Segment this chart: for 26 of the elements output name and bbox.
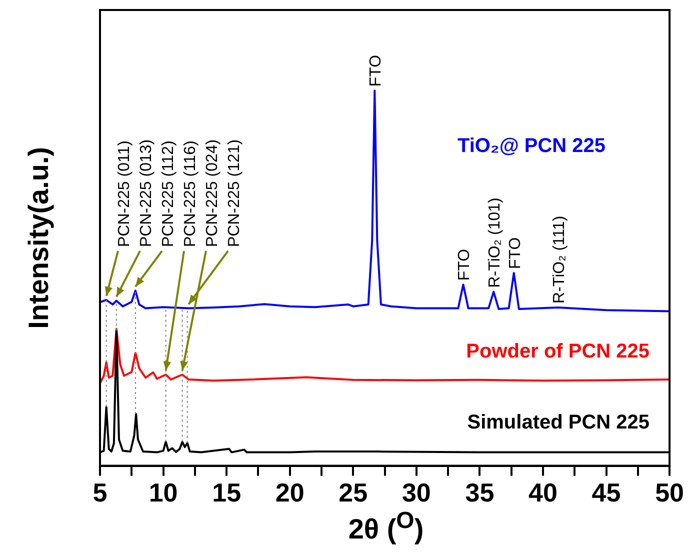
annotation: PCN-225 (116) (182, 140, 199, 247)
x-tick-label: 20 (275, 478, 304, 508)
x-tick-label: 15 (212, 478, 242, 508)
annotation: PCN-225 (121) (226, 139, 243, 247)
annotation: FTO (506, 237, 524, 269)
annotation: FTO (456, 248, 474, 281)
text: TiO₂@ PCN 225 (457, 135, 606, 158)
series-label: Simulated PCN 225 (467, 411, 650, 434)
x-tick-label: 50 (655, 478, 684, 508)
annotation: PCN-225 (024) (204, 139, 221, 247)
annotation: R-TiO₂ (101) (486, 198, 504, 288)
annotation: PCN-225 (013) (138, 139, 155, 247)
x-axis-title: 2θ ($^{O}$) (347, 507, 425, 546)
annotation: PCN-225 (112) (160, 140, 177, 247)
y-axis-title: Intensity(a.u.) (23, 146, 54, 329)
annotation: FTO (368, 54, 385, 87)
x-tick-label: 25 (338, 478, 368, 508)
x-tick-label: 45 (592, 478, 621, 508)
x-tick-label: 30 (402, 478, 431, 508)
x-tick-label: 40 (528, 478, 558, 508)
x-tick-label: 5 (92, 478, 108, 508)
x-tick-label: 35 (465, 478, 494, 508)
series-label: Powder of PCN 225 (466, 340, 650, 363)
annotation: PCN-225 (011) (116, 140, 133, 247)
annotation: R-TiO₂ (111) (551, 216, 568, 304)
x-tick-label: 10 (148, 478, 178, 508)
